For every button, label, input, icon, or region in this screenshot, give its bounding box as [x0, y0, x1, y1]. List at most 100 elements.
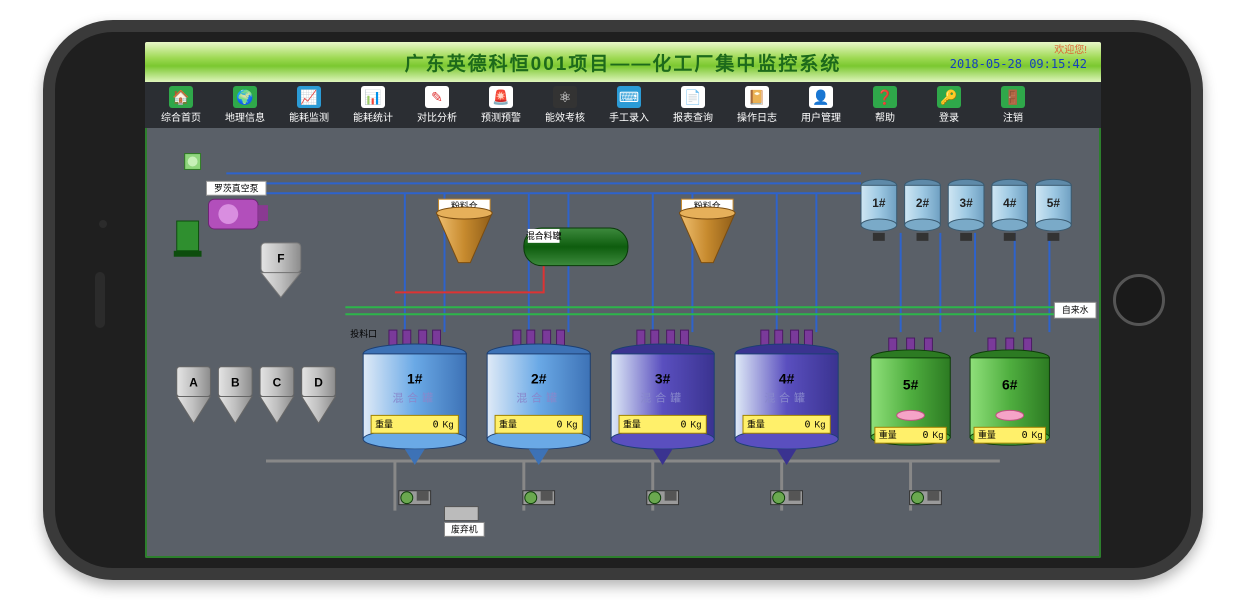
- silo-4: 4#: [992, 179, 1028, 240]
- svg-text:F: F: [277, 252, 284, 266]
- toolbar-icon: 📄: [681, 86, 705, 108]
- toolbar-btn-9[interactable]: 📔操作日志: [727, 86, 787, 124]
- header-right: 欢迎您! 2018-05-28 09:15:42: [950, 44, 1087, 73]
- toolbar-btn-5[interactable]: 🚨预测预警: [471, 86, 531, 124]
- toolbar-icon: 🌍: [233, 86, 257, 108]
- toolbar-btn-10[interactable]: 👤用户管理: [791, 86, 851, 124]
- svg-text:A: A: [189, 376, 198, 390]
- screen: 广东英德科恒001项目——化工厂集中监控系统 欢迎您! 2018-05-28 0…: [145, 42, 1101, 558]
- phone-bezel: 广东英德科恒001项目——化工厂集中监控系统 欢迎您! 2018-05-28 0…: [55, 32, 1191, 568]
- svg-text:Kg: Kg: [566, 419, 577, 429]
- svg-text:重量: 重量: [747, 418, 765, 429]
- hopper-b: B: [218, 367, 252, 424]
- toolbar-label: 操作日志: [737, 109, 777, 124]
- pump-label: 罗茨真空泵: [214, 182, 259, 193]
- toolbar-icon: 🚨: [489, 86, 513, 108]
- toolbar-label: 手工录入: [609, 109, 649, 124]
- svg-text:Kg: Kg: [443, 419, 454, 429]
- hopper-c: C: [260, 367, 294, 424]
- svg-text:投料口: 投料口: [350, 328, 377, 339]
- floor-pump-5: [910, 491, 942, 505]
- svg-text:重量: 重量: [978, 429, 996, 440]
- toolbar-label: 预测预警: [481, 109, 521, 124]
- toolbar: 🏠综合首页🌍地理信息📈能耗监测📊能耗统计✎对比分析🚨预测预警⚛能效考核⌨手工录入…: [145, 82, 1101, 128]
- page-title: 广东英德科恒001项目——化工厂集中监控系统: [161, 49, 1085, 76]
- hopper-f: F: [261, 243, 301, 298]
- hopper-d: D: [302, 367, 336, 424]
- toolbar-icon: 🏠: [169, 86, 193, 108]
- green-pump-icon: [174, 221, 202, 257]
- floor-pump-3: [647, 491, 679, 505]
- toolbar-icon: 👤: [809, 86, 833, 108]
- svg-text:1#: 1#: [872, 196, 886, 210]
- toolbar-icon: 📔: [745, 86, 769, 108]
- svg-text:0: 0: [922, 430, 928, 441]
- svg-text:重量: 重量: [879, 429, 897, 440]
- toolbar-btn-4[interactable]: ✎对比分析: [407, 86, 467, 124]
- toolbar-btn-1[interactable]: 🌍地理信息: [215, 86, 275, 124]
- floor-pump-4: [771, 491, 803, 505]
- svg-text:Kg: Kg: [1032, 430, 1043, 440]
- silo-2: 2#: [905, 179, 941, 240]
- green-tank-6: 6# 重量 0 Kg: [970, 338, 1049, 445]
- silo-5: 5#: [1036, 179, 1072, 240]
- svg-text:5#: 5#: [1047, 196, 1061, 210]
- svg-text:0: 0: [1022, 430, 1028, 441]
- toolbar-icon: 🔑: [937, 86, 961, 108]
- toolbar-icon: 🚪: [1001, 86, 1025, 108]
- toolbar-btn-3[interactable]: 📊能耗统计: [343, 86, 403, 124]
- toolbar-icon: ⌨: [617, 86, 641, 108]
- toolbar-btn-0[interactable]: 🏠综合首页: [151, 86, 211, 124]
- mixing-tank-2: 2#混合罐重量0Kg: [487, 330, 590, 465]
- green-tank-5: 5#重量0Kg: [871, 338, 950, 445]
- toolbar-icon: ❓: [873, 86, 897, 108]
- mixing-tank-4: 4#混合罐重量0Kg: [735, 330, 838, 465]
- svg-text:5#: 5#: [903, 377, 919, 393]
- phone-camera: [99, 220, 107, 228]
- scada-diagram: 罗茨真空泵: [145, 128, 1101, 558]
- powder-bin-2: 粉料仓: [680, 199, 736, 262]
- svg-text:1#: 1#: [407, 371, 423, 387]
- toolbar-label: 登录: [939, 109, 959, 124]
- toolbar-icon: 📈: [297, 86, 321, 108]
- svg-text:2#: 2#: [531, 371, 547, 387]
- toolbar-btn-8[interactable]: 📄报表查询: [663, 86, 723, 124]
- phone-frame: 广东英德科恒001项目——化工厂集中监控系统 欢迎您! 2018-05-28 0…: [43, 20, 1203, 580]
- toolbar-label: 地理信息: [225, 109, 265, 124]
- svg-text:0: 0: [557, 419, 563, 430]
- toolbar-icon: 📊: [361, 86, 385, 108]
- mixing-tank-3: 3#混合罐重量0Kg: [611, 330, 714, 465]
- toolbar-btn-12[interactable]: 🔑登录: [919, 86, 979, 124]
- svg-text:混合罐: 混合罐: [640, 391, 685, 405]
- toolbar-label: 能耗统计: [353, 109, 393, 124]
- svg-text:0: 0: [680, 419, 686, 430]
- svg-text:3#: 3#: [655, 371, 671, 387]
- pipe-network: [226, 173, 1069, 510]
- svg-text:4#: 4#: [1003, 196, 1017, 210]
- svg-text:重量: 重量: [623, 418, 641, 429]
- toolbar-label: 对比分析: [417, 109, 457, 124]
- toolbar-btn-6[interactable]: ⚛能效考核: [535, 86, 595, 124]
- toolbar-label: 综合首页: [161, 109, 201, 124]
- welcome-text: 欢迎您!: [950, 44, 1087, 57]
- motor-icon: [208, 199, 268, 229]
- phone-home-button[interactable]: [1113, 274, 1165, 326]
- svg-text:0: 0: [433, 419, 439, 430]
- phone-speaker: [95, 272, 105, 328]
- header-bar: 广东英德科恒001项目——化工厂集中监控系统 欢迎您! 2018-05-28 0…: [145, 42, 1101, 82]
- floor-pump-1: [399, 491, 431, 505]
- toolbar-btn-7[interactable]: ⌨手工录入: [599, 86, 659, 124]
- svg-text:3#: 3#: [959, 196, 973, 210]
- toolbar-btn-13[interactable]: 🚪注销: [983, 86, 1043, 124]
- svg-text:自来水: 自来水: [1062, 304, 1089, 315]
- toolbar-btn-11[interactable]: ❓帮助: [855, 86, 915, 124]
- svg-text:混合罐: 混合罐: [764, 391, 809, 405]
- floor-machine: 废弃机: [445, 507, 485, 537]
- toolbar-icon: ✎: [425, 86, 449, 108]
- silo-1: 1#: [861, 179, 897, 240]
- silo-3: 3#: [948, 179, 984, 240]
- feed-port-label: 投料口: [350, 328, 377, 339]
- toolbar-label: 帮助: [875, 109, 895, 124]
- toolbar-btn-2[interactable]: 📈能耗监测: [279, 86, 339, 124]
- svg-text:6#: 6#: [1002, 377, 1018, 393]
